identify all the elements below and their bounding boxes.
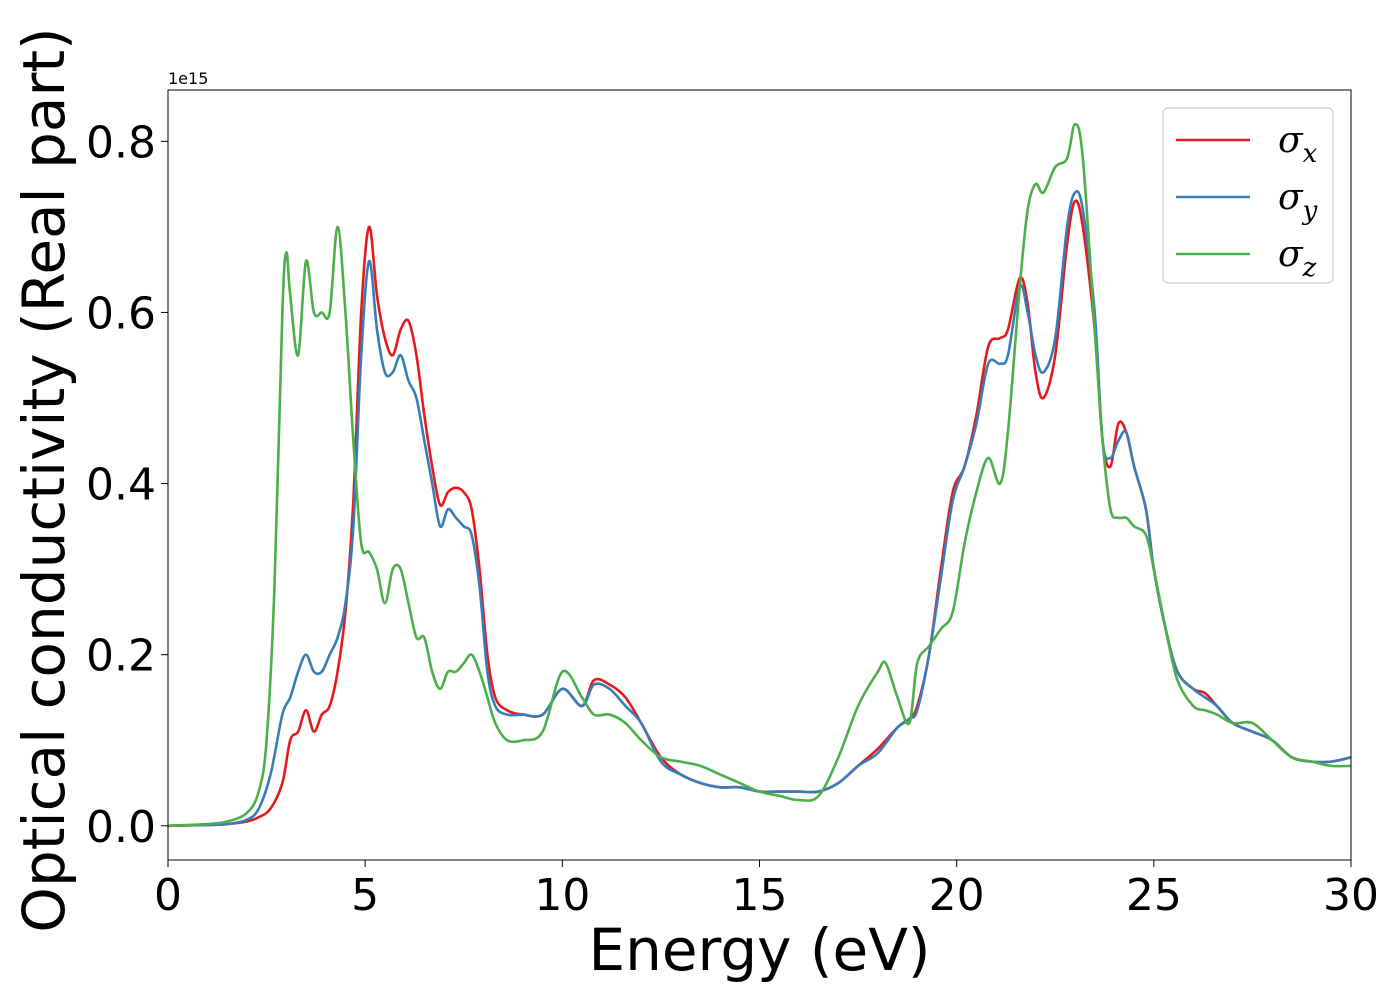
legend-subscript: z bbox=[1302, 253, 1317, 283]
y-axis-offset-label: 1e15 bbox=[168, 69, 208, 88]
y-axis-title: Optical conductivity (Real part) bbox=[10, 27, 78, 932]
series-layer bbox=[168, 122, 1351, 828]
legend-subscript: y bbox=[1302, 196, 1318, 226]
y-tick-label: 0.4 bbox=[86, 460, 156, 511]
y-axis-ticks: 0.0 0.2 0.4 0.6 0.8 bbox=[86, 117, 168, 853]
legend-symbol: σ bbox=[1278, 177, 1304, 218]
x-tick-label: 0 bbox=[154, 870, 182, 921]
legend-symbol: σ bbox=[1278, 120, 1304, 161]
y-tick-label: 0.6 bbox=[86, 288, 156, 339]
y-tick-label: 0.2 bbox=[86, 631, 156, 682]
series-line-z bbox=[168, 122, 1351, 828]
x-axis-title: Energy (eV) bbox=[588, 916, 930, 984]
x-tick-label: 30 bbox=[1323, 870, 1379, 921]
x-tick-label: 20 bbox=[929, 870, 985, 921]
x-axis-ticks: 0 5 10 15 20 25 30 bbox=[154, 860, 1379, 921]
legend-label-y: σy bbox=[1278, 177, 1318, 226]
series-line-y bbox=[168, 190, 1351, 828]
legend-label-x: σx bbox=[1278, 120, 1318, 169]
x-tick-label: 15 bbox=[732, 870, 788, 921]
x-tick-label: 25 bbox=[1126, 870, 1182, 921]
x-tick-label: 5 bbox=[351, 870, 379, 921]
y-tick-label: 0.0 bbox=[86, 802, 156, 853]
legend-label-z: σz bbox=[1278, 234, 1317, 283]
legend-box bbox=[1162, 107, 1334, 284]
y-tick-label: 0.8 bbox=[86, 117, 156, 168]
x-tick-label: 10 bbox=[534, 870, 590, 921]
legend-subscript: x bbox=[1303, 139, 1318, 169]
legend-symbol: σ bbox=[1278, 234, 1304, 275]
